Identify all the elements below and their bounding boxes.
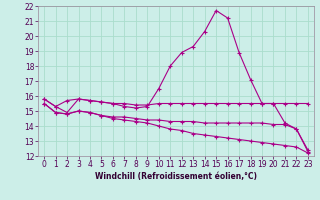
X-axis label: Windchill (Refroidissement éolien,°C): Windchill (Refroidissement éolien,°C)	[95, 172, 257, 181]
